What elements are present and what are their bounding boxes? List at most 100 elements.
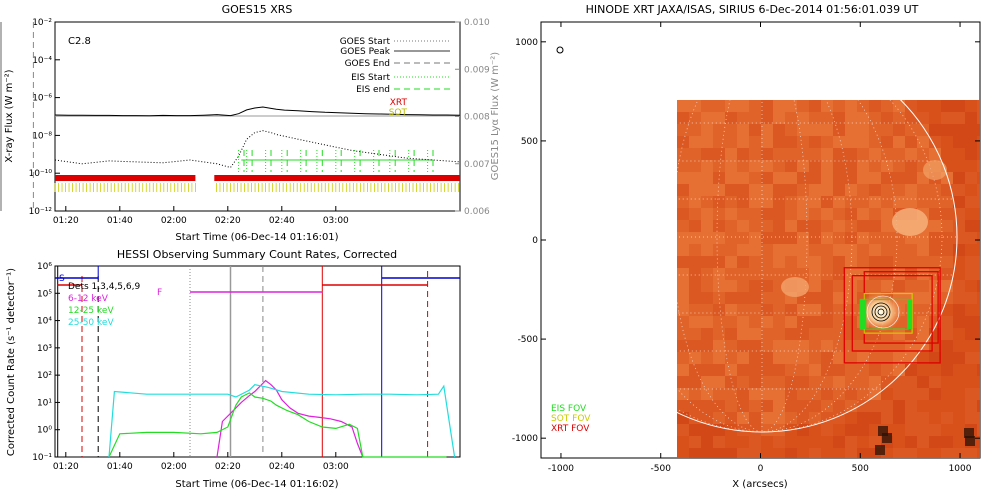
image-pixel-block	[977, 136, 980, 148]
image-pixel-block	[785, 124, 797, 136]
image-pixel-block	[881, 184, 893, 196]
image-pixel-block	[893, 376, 905, 388]
image-pixel-block	[857, 100, 869, 112]
image-pixel-block	[929, 208, 941, 220]
image-pixel-block	[857, 388, 869, 400]
image-pixel-block	[809, 328, 821, 340]
image-pixel-block	[713, 352, 725, 364]
image-pixel-block	[785, 196, 797, 208]
dark-pixel	[965, 436, 975, 446]
xrt-x-axis: -1000 -500 0 500 1000	[548, 22, 972, 474]
image-pixel-block	[965, 220, 977, 232]
image-pixel-block	[797, 400, 809, 412]
image-pixel-block	[749, 400, 761, 412]
image-pixel-block	[929, 232, 941, 244]
longitude-line	[677, 100, 898, 433]
image-pixel-block	[905, 172, 917, 184]
image-pixel-block	[929, 220, 941, 232]
image-pixel-block	[869, 256, 881, 268]
image-pixel-block	[965, 172, 977, 184]
image-pixel-block	[929, 304, 941, 316]
image-pixel-block	[725, 436, 737, 448]
image-pixel-block	[893, 256, 905, 268]
image-pixel-block	[713, 232, 725, 244]
image-pixel-block	[869, 280, 881, 292]
image-pixel-block	[809, 244, 821, 256]
legend-12-25: 12-25 keV	[68, 306, 114, 316]
image-pixel-block	[809, 436, 821, 448]
image-pixel-block	[725, 124, 737, 136]
image-pixel-block	[701, 364, 713, 376]
image-pixel-block	[965, 412, 977, 424]
image-pixel-block	[953, 280, 965, 292]
image-pixel-block	[977, 280, 980, 292]
image-pixel-block	[701, 340, 713, 352]
legend-xrt-fov: XRT FOV	[551, 424, 590, 434]
image-pixel-block	[761, 208, 773, 220]
image-pixel-block	[749, 448, 761, 458]
image-pixel-block	[905, 100, 917, 112]
image-pixel-block	[761, 268, 773, 280]
image-pixel-block	[821, 424, 833, 436]
image-pixel-block	[797, 100, 809, 112]
image-pixel-block	[677, 220, 689, 232]
image-pixel-block	[785, 232, 797, 244]
image-pixel-block	[845, 232, 857, 244]
image-pixel-block	[905, 424, 917, 436]
y-tick-label: 10⁻⁴	[32, 56, 52, 66]
image-pixel-block	[797, 148, 809, 160]
image-pixel-block	[845, 112, 857, 124]
image-pixel-block	[821, 256, 833, 268]
image-pixel-block	[857, 184, 869, 196]
image-pixel-block	[893, 148, 905, 160]
image-pixel-block	[905, 184, 917, 196]
image-pixel-block	[881, 196, 893, 208]
image-pixel-block	[917, 304, 929, 316]
image-pixel-block	[809, 184, 821, 196]
image-pixel-block	[737, 340, 749, 352]
image-pixel-block	[725, 292, 737, 304]
image-pixel-block	[773, 316, 785, 328]
image-pixel-block	[833, 100, 845, 112]
image-pixel-block	[701, 352, 713, 364]
image-pixel-block	[809, 352, 821, 364]
image-pixel-block	[797, 412, 809, 424]
image-pixel-block	[725, 388, 737, 400]
image-pixel-block	[869, 100, 881, 112]
image-pixel-block	[845, 172, 857, 184]
image-pixel-block	[821, 220, 833, 232]
image-pixel-block	[737, 136, 749, 148]
xrt-legend: EIS FOV SOT FOV XRT FOV	[551, 404, 591, 434]
image-pixel-block	[893, 100, 905, 112]
image-pixel-block	[773, 304, 785, 316]
contour	[877, 308, 885, 316]
image-pixel-block	[893, 268, 905, 280]
image-pixel-block	[809, 304, 821, 316]
image-pixel-block	[833, 340, 845, 352]
y-tick-label: 10⁴	[37, 317, 52, 327]
image-pixel-block	[821, 208, 833, 220]
image-pixel-block	[893, 172, 905, 184]
image-pixel-block	[869, 376, 881, 388]
image-pixel-block	[929, 448, 941, 458]
image-pixel-block	[785, 184, 797, 196]
image-pixel-block	[737, 172, 749, 184]
image-pixel-block	[977, 172, 980, 184]
image-pixel-block	[977, 304, 980, 316]
image-pixel-block	[941, 220, 953, 232]
legend-sot-fov: SOT FOV	[551, 414, 591, 424]
image-pixel-block	[773, 388, 785, 400]
image-pixel-block	[785, 388, 797, 400]
image-pixel-block	[953, 148, 965, 160]
image-pixel-block	[905, 256, 917, 268]
image-pixel-block	[701, 196, 713, 208]
image-pixel-block	[749, 172, 761, 184]
image-pixel-block	[905, 376, 917, 388]
image-pixel-block	[845, 208, 857, 220]
image-pixel-block	[833, 388, 845, 400]
image-pixel-block	[809, 220, 821, 232]
xrt-title: HINODE XRT JAXA/ISAS, SIRIUS 6-Dec-2014 …	[586, 3, 919, 16]
image-pixel-block	[821, 196, 833, 208]
image-pixel-block	[737, 148, 749, 160]
active-region-3	[923, 160, 947, 180]
